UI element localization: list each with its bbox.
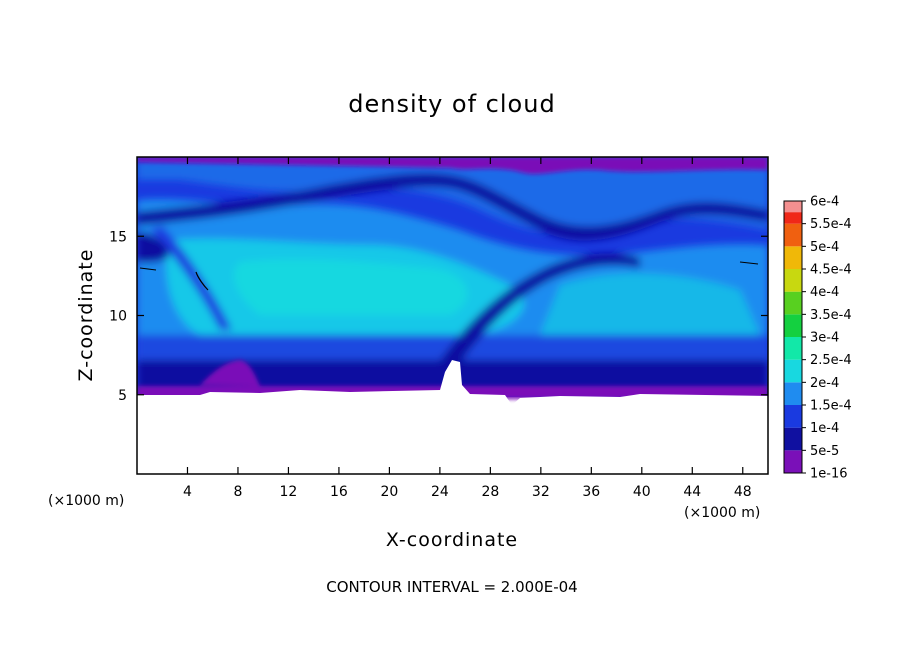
chart-title: density of cloud [348, 90, 555, 118]
x-axis: 4 8 12 16 20 24 28 32 36 40 44 48 [183, 157, 752, 500]
colorbar-label: 3.5e-4 [810, 308, 852, 323]
colorbar-swatch [784, 246, 802, 269]
x-tick-label: 40 [633, 484, 651, 500]
y-tick-label: 5 [118, 388, 127, 404]
colorbar-label: 2e-4 [810, 376, 839, 391]
contour-interval-note: CONTOUR INTERVAL = 2.000E-04 [326, 578, 577, 596]
colorbar-label: 3e-4 [810, 331, 839, 346]
colorbar-swatch-top [784, 201, 802, 213]
colorbar-swatch [784, 314, 802, 337]
x-tick-label: 24 [431, 484, 449, 500]
colorbar-swatch [784, 337, 802, 360]
x-tick-label: 16 [330, 484, 348, 500]
colorbar-swatch [784, 223, 802, 247]
x-tick-label: 36 [582, 484, 600, 500]
colorbar-label: 4e-4 [810, 285, 839, 300]
y-tick-label: 15 [109, 229, 127, 245]
y-tick-label: 10 [109, 309, 127, 325]
colorbar: 1e-16 5e-5 1e-4 1.5e-4 2e-4 2.5e-4 3e-4 3.5e-4 4… [783, 195, 852, 482]
x-tick-label: 28 [481, 484, 499, 500]
colorbar-swatch [784, 427, 802, 451]
colorbar-swatch [784, 269, 802, 292]
heatmap-field [137, 157, 768, 474]
y-axis-label: Z-coordinate [75, 249, 97, 382]
x-tick-label: 20 [380, 484, 398, 500]
colorbar-label: 6e-4 [810, 195, 839, 210]
colorbar-label: 1e-4 [810, 421, 839, 436]
x-tick-label: 12 [280, 484, 298, 500]
colorbar-label: 1e-16 [810, 467, 848, 482]
x-tick-label: 32 [532, 484, 550, 500]
x-unit-label-right: (×1000 m) [684, 505, 760, 521]
colorbar-label: 1.5e-4 [810, 399, 852, 414]
colorbar-swatch [784, 291, 802, 315]
x-tick-label: 8 [233, 484, 242, 500]
colorbar-label: 4.5e-4 [810, 263, 852, 278]
colorbar-label: 5e-5 [810, 444, 839, 459]
colorbar-swatch [784, 359, 802, 383]
x-unit-label-left: (×1000 m) [48, 493, 124, 509]
colorbar-label: 5e-4 [810, 240, 839, 255]
x-tick-label: 4 [183, 484, 192, 500]
colorbar-swatch [784, 382, 802, 405]
colorbar-label: 2.5e-4 [810, 353, 852, 368]
colorbar-swatch [784, 405, 802, 428]
colorbar-swatch [784, 450, 802, 473]
x-axis-label: X-coordinate [386, 529, 518, 551]
y-axis: 5 10 15 [109, 229, 768, 404]
x-tick-label: 44 [683, 484, 701, 500]
x-tick-label: 48 [734, 484, 752, 500]
colorbar-label: 5.5e-4 [810, 217, 852, 232]
